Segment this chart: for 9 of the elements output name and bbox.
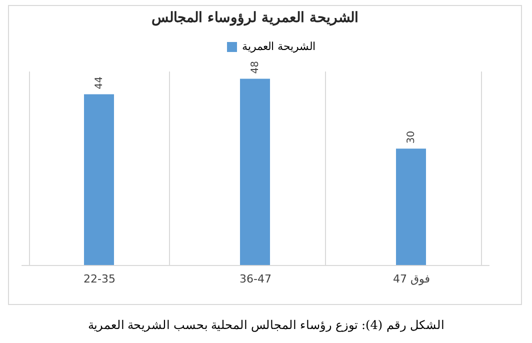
data-label: 30 (406, 130, 417, 144)
text: الشكل رقم (4): توزع رؤساء المجالس المحلية بحسب الشريحة العمرية (86, 318, 446, 332)
x-tick-label: فوق 47 (393, 272, 430, 286)
chart-title: الشريحة العمرية لرؤوساء المجالس (152, 10, 358, 26)
x-tick-label: 36-47 (240, 272, 272, 286)
x-tick-label: 22-35 (84, 272, 116, 286)
data-label: 44 (94, 76, 105, 90)
data-label: 48 (250, 61, 261, 74)
legend-label: الشريحة العمرية (242, 40, 316, 53)
